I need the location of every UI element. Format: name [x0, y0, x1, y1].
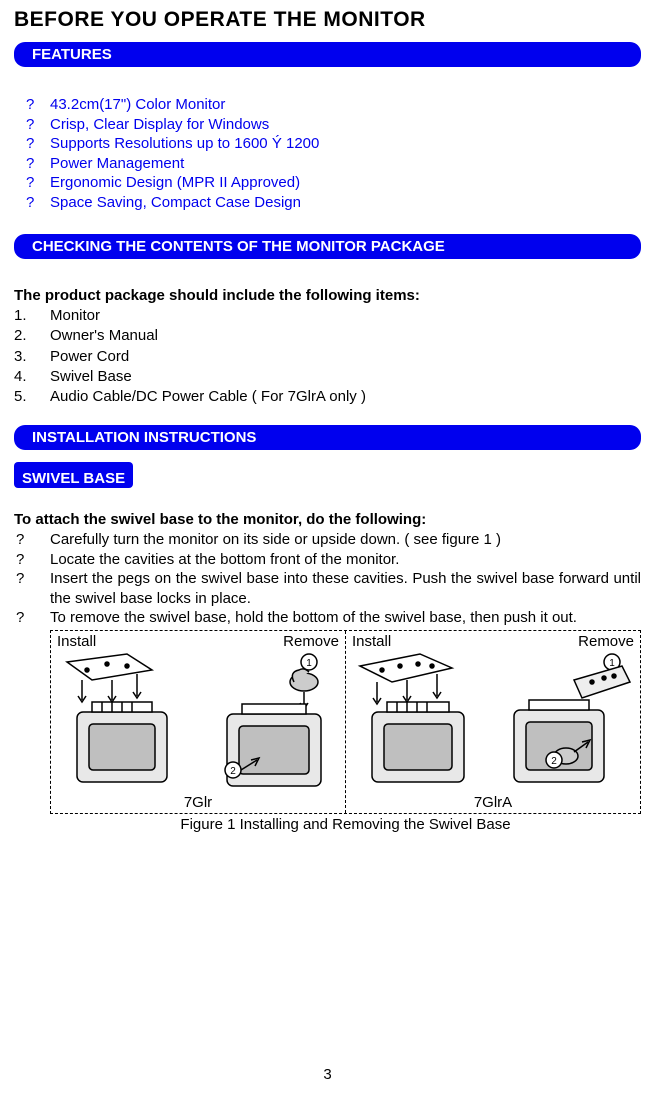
list-text: Power Cord [50, 348, 129, 365]
svg-text:1: 1 [609, 658, 615, 669]
list-item: Space Saving, Compact Case Design [34, 193, 641, 213]
figure-top-labels: Install Remove [352, 633, 634, 650]
install-diagram-icon [352, 652, 482, 792]
list-item: 5.Audio Cable/DC Power Cable ( For 7GlrA… [14, 387, 641, 407]
list-item: Insert the pegs on the swivel base into … [14, 569, 641, 608]
figure-left-panel: Install Remove [51, 631, 346, 813]
list-text: Audio Cable/DC Power Cable ( For 7GlrA o… [50, 388, 366, 405]
features-list: 43.2cm(17") Color Monitor Crisp, Clear D… [14, 95, 641, 212]
label-remove: Remove [578, 633, 634, 650]
label-install: Install [352, 633, 391, 650]
page-number: 3 [0, 1066, 655, 1083]
section-header-contents: CHECKING THE CONTENTS OF THE MONITOR PAC… [14, 234, 641, 259]
list-item: 3.Power Cord [14, 347, 641, 367]
sub-header-swivel: SWIVEL BASE [14, 462, 133, 488]
page-title: BEFORE YOU OPERATE THE MONITOR [14, 8, 641, 32]
remove-diagram-icon: 1 2 [209, 652, 339, 792]
label-remove: Remove [283, 633, 339, 650]
remove-diagram-icon: 1 2 [504, 652, 634, 792]
list-item: 1.Monitor [14, 306, 641, 326]
list-item: Power Management [34, 154, 641, 174]
install-steps: Carefully turn the monitor on its side o… [14, 530, 641, 628]
label-install: Install [57, 633, 96, 650]
list-text: Swivel Base [50, 368, 132, 385]
page-root: BEFORE YOU OPERATE THE MONITOR FEATURES … [0, 0, 655, 1093]
figure-right-model: 7GlrA [352, 794, 634, 811]
figure-left-model: 7Glr [57, 794, 339, 811]
list-item: Locate the cavities at the bottom front … [14, 550, 641, 570]
section-header-install: INSTALLATION INSTRUCTIONS [14, 425, 641, 450]
list-text: Owner's Manual [50, 327, 158, 344]
list-text: Monitor [50, 307, 100, 324]
figure-left-diagrams: 1 2 [57, 652, 339, 792]
figure-caption: Figure 1 Installing and Removing the Swi… [50, 816, 641, 833]
figure-right-diagrams: 1 2 [352, 652, 634, 792]
list-item: 2.Owner's Manual [14, 326, 641, 346]
contents-intro: The product package should include the f… [14, 287, 641, 304]
list-item: Supports Resolutions up to 1600 Ý 1200 [34, 134, 641, 154]
svg-text:1: 1 [306, 658, 312, 669]
list-item: Carefully turn the monitor on its side o… [14, 530, 641, 550]
list-item: 43.2cm(17") Color Monitor [34, 95, 641, 115]
install-diagram-icon [57, 652, 187, 792]
install-intro: To attach the swivel base to the monitor… [14, 511, 641, 528]
list-item: Crisp, Clear Display for Windows [34, 115, 641, 135]
list-item: To remove the swivel base, hold the bott… [14, 608, 641, 628]
list-item: 4.Swivel Base [14, 367, 641, 387]
figure-box: Install Remove [50, 630, 641, 814]
contents-list: 1.Monitor 2.Owner's Manual 3.Power Cord … [14, 306, 641, 407]
list-item: Ergonomic Design (MPR II Approved) [34, 173, 641, 193]
figure-top-labels: Install Remove [57, 633, 339, 650]
figure-right-panel: Install Remove [346, 631, 640, 813]
section-header-features: FEATURES [14, 42, 641, 67]
svg-text:2: 2 [551, 756, 557, 767]
svg-text:2: 2 [230, 766, 236, 777]
